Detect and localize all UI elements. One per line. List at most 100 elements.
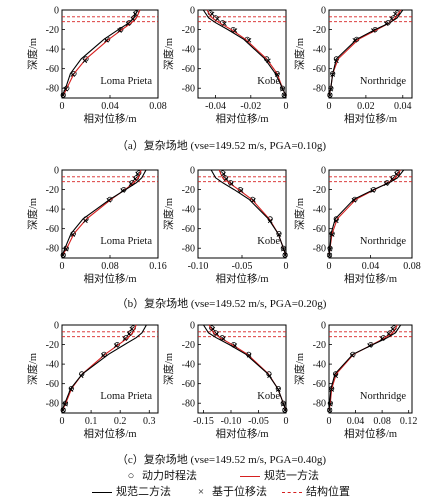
cross-stroke xyxy=(246,352,252,358)
cross-stroke xyxy=(223,176,229,182)
y-axis-label: 深度/m xyxy=(26,38,39,70)
y-tick-label: -60 xyxy=(46,224,59,235)
caption-a: （a）复杂场地 (vse=149.52 m/s, PGA=0.10g) xyxy=(116,140,327,152)
series-line-code2 xyxy=(203,324,287,412)
y-tick-label: -20 xyxy=(182,25,195,36)
cross-stroke xyxy=(117,28,122,33)
data-point-displacement xyxy=(327,92,333,98)
data-point-displacement xyxy=(276,232,282,237)
y-tick-label: -40 xyxy=(46,360,59,371)
cross-stroke xyxy=(327,252,332,258)
cross-stroke xyxy=(370,188,375,193)
x-tick-label: 0 xyxy=(327,416,332,427)
data-point-displacement xyxy=(63,246,69,252)
x-tick-label: 0.02 xyxy=(357,101,375,112)
chart-panel-2: 0-20-40-60-800 0.02 0.04相对位移/m深度/mNorthrid… xyxy=(293,6,413,125)
cross-stroke xyxy=(349,352,355,358)
cross-stroke xyxy=(327,407,332,413)
cross-stroke xyxy=(351,197,357,203)
series-line-code2 xyxy=(328,9,404,97)
data-point-displacement xyxy=(130,16,136,22)
data-point-displacement xyxy=(266,58,271,64)
y-tick-label: -40 xyxy=(46,205,59,216)
cross-stroke xyxy=(370,28,376,33)
data-point-displacement xyxy=(132,176,138,182)
y-tick-label: -80 xyxy=(182,244,195,255)
x-tick-label: 0.08 xyxy=(373,416,391,427)
legend-item-disp: × 基于位移法 xyxy=(190,483,267,499)
data-point-displacement xyxy=(274,72,280,77)
chart-panel-7: 0 -20 -40 -60 -80 -0.15 -0.10 -0.05 0 相对位移/m 深度/m K… xyxy=(162,321,289,441)
cross-stroke xyxy=(329,387,334,392)
legend-label: 结构位置 xyxy=(306,486,350,498)
cross-stroke xyxy=(281,246,286,252)
cross-stroke xyxy=(251,197,256,203)
data-point-displacement xyxy=(60,252,66,258)
cross-stroke xyxy=(232,28,238,33)
series-line-code2 xyxy=(202,9,287,97)
data-point-displacement xyxy=(333,373,338,379)
caption-c: （c）复杂场地 (vse=149.52 m/s, PGA=0.40g) xyxy=(116,454,327,466)
data-point-displacement xyxy=(63,401,68,407)
cross-stroke xyxy=(210,326,216,332)
data-point-displacement xyxy=(267,218,273,224)
x-tick-label: 0.3 xyxy=(143,416,156,427)
y-tick-label: -80 xyxy=(46,84,59,95)
data-point-displacement xyxy=(394,171,399,177)
data-point-displacement xyxy=(215,16,220,22)
plot-frame xyxy=(197,324,287,414)
y-tick-label: -40 xyxy=(313,205,326,216)
record-name-annotation: Kobe xyxy=(257,76,280,87)
cross-stroke xyxy=(70,72,76,77)
y-tick-label: 0 xyxy=(190,321,195,332)
data-point-displacement xyxy=(63,86,68,92)
cross-stroke xyxy=(104,37,109,43)
data-point-displacement xyxy=(329,387,334,392)
y-tick-label: -40 xyxy=(182,45,195,56)
record-name-annotation: Kobe xyxy=(257,236,280,247)
data-point-displacement xyxy=(222,21,227,27)
data-point-displacement xyxy=(351,197,357,203)
cross-stroke xyxy=(281,92,287,98)
x-tick-label: -0.05 xyxy=(248,416,269,427)
data-point-displacement xyxy=(60,407,66,413)
x-tick-label: 0 xyxy=(60,261,65,272)
data-point-displacement xyxy=(251,197,256,203)
data-point-displacement xyxy=(282,407,288,413)
y-axis-label: 深度/m xyxy=(162,198,175,230)
x-tick-label: 0.08 xyxy=(403,261,421,272)
circle-marker-icon: ○ xyxy=(127,470,135,482)
cross-stroke xyxy=(126,331,132,337)
y-tick-label: -40 xyxy=(46,45,59,56)
black-line-icon xyxy=(92,491,112,493)
record-name-annotation: Kobe xyxy=(257,391,280,402)
series-line-code1 xyxy=(61,324,137,412)
legend-item-structure: 结构位置 xyxy=(282,483,350,499)
data-point-displacement xyxy=(132,11,138,17)
data-point-displacement xyxy=(370,188,375,193)
data-point-displacement xyxy=(220,336,226,342)
data-point-displacement xyxy=(334,58,339,64)
cross-stroke xyxy=(329,232,335,237)
plot-frame xyxy=(328,324,413,414)
y-tick-label: -20 xyxy=(313,25,326,36)
y-tick-label: -60 xyxy=(313,379,326,390)
data-point-displacement xyxy=(60,92,66,98)
y-tick-label: 0 xyxy=(54,321,59,332)
x-tick-label: 0.16 xyxy=(149,261,167,272)
data-point-displacement xyxy=(83,218,88,224)
data-point-displacement xyxy=(275,387,281,392)
legend-label: 规范一方法 xyxy=(264,470,319,482)
cross-stroke xyxy=(128,181,134,187)
cross-stroke xyxy=(328,401,333,407)
y-tick-label: -20 xyxy=(46,340,59,351)
data-point-displacement xyxy=(280,86,285,92)
y-tick-label: -80 xyxy=(46,399,59,410)
data-point-displacement xyxy=(126,331,132,337)
data-point-dynamic xyxy=(83,56,89,62)
cross-stroke xyxy=(267,218,273,224)
cross-stroke xyxy=(393,11,398,17)
cross-stroke xyxy=(276,232,282,237)
y-tick-label: -80 xyxy=(182,399,195,410)
